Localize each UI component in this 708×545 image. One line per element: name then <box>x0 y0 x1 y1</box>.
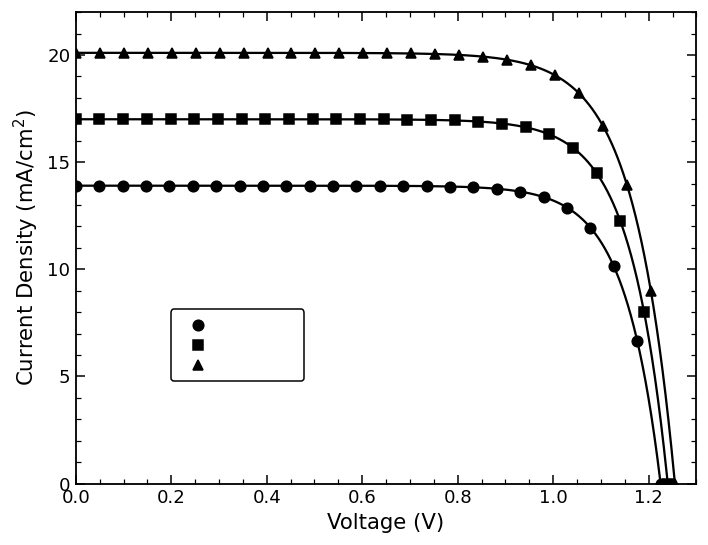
对照组 <box>282 183 290 189</box>
实施例1 <box>261 116 269 123</box>
实施例1 <box>474 118 482 125</box>
X-axis label: Voltage (V): Voltage (V) <box>327 513 445 533</box>
Line: 实施例1: 实施例1 <box>70 114 673 489</box>
实施例2 <box>215 50 224 56</box>
实施例2 <box>407 50 416 57</box>
对照组 <box>118 183 127 189</box>
对照组 <box>562 204 571 211</box>
实施例1 <box>166 116 175 123</box>
实施例2 <box>670 480 679 487</box>
对照组 <box>399 183 407 189</box>
对照组 <box>422 183 430 189</box>
对照组 <box>165 183 173 189</box>
实施例1 <box>616 218 624 225</box>
实施例1 <box>450 117 459 124</box>
对照组 <box>142 183 150 189</box>
对照组 <box>95 183 103 189</box>
对照组 <box>586 225 594 231</box>
实施例1 <box>213 116 222 123</box>
实施例1 <box>639 309 648 316</box>
实施例1 <box>379 116 387 123</box>
实施例1 <box>119 116 127 123</box>
Line: 实施例2: 实施例2 <box>70 47 680 489</box>
实施例1 <box>95 116 103 123</box>
实施例2 <box>455 52 463 58</box>
实施例1 <box>498 120 506 127</box>
实施例2 <box>598 123 607 129</box>
实施例1 <box>285 116 293 123</box>
实施例2 <box>72 50 80 56</box>
对照组 <box>539 194 547 201</box>
实施例2 <box>287 50 295 56</box>
对照组 <box>258 183 267 189</box>
实施例2 <box>479 53 487 60</box>
Y-axis label: Current Density (mA/cm$^2$): Current Density (mA/cm$^2$) <box>12 110 41 386</box>
对照组 <box>212 183 220 189</box>
对照组 <box>352 183 360 189</box>
实施例1 <box>403 116 411 123</box>
对照组 <box>305 183 314 189</box>
实施例1 <box>332 116 341 123</box>
实施例2 <box>646 288 655 295</box>
实施例1 <box>308 116 316 123</box>
对照组 <box>469 184 477 191</box>
对照组 <box>515 189 524 195</box>
对照组 <box>445 183 454 190</box>
实施例1 <box>663 480 671 487</box>
实施例2 <box>430 51 439 57</box>
实施例2 <box>167 50 176 56</box>
对照组 <box>72 183 80 189</box>
实施例1 <box>544 131 553 138</box>
实施例2 <box>503 57 511 63</box>
Legend: 对照组, 实施例1, 实施例2: 对照组, 实施例1, 实施例2 <box>171 310 304 381</box>
对照组 <box>492 185 501 192</box>
实施例1 <box>355 116 364 123</box>
实施例1 <box>592 170 600 177</box>
实施例2 <box>96 50 104 56</box>
实施例1 <box>142 116 151 123</box>
实施例2 <box>239 50 248 56</box>
对照组 <box>609 263 617 270</box>
实施例2 <box>335 50 343 56</box>
实施例1 <box>237 116 246 123</box>
实施例2 <box>120 50 128 56</box>
对照组 <box>375 183 384 189</box>
实施例2 <box>191 50 200 56</box>
实施例2 <box>263 50 272 56</box>
对照组 <box>329 183 337 189</box>
对照组 <box>188 183 197 189</box>
实施例1 <box>521 124 530 131</box>
实施例2 <box>311 50 319 56</box>
实施例1 <box>72 116 80 123</box>
实施例1 <box>569 144 577 151</box>
对照组 <box>632 337 641 344</box>
实施例1 <box>426 117 435 123</box>
实施例2 <box>527 62 535 69</box>
实施例2 <box>574 90 583 96</box>
实施例2 <box>359 50 367 56</box>
Line: 对照组: 对照组 <box>70 180 666 489</box>
对照组 <box>656 480 664 487</box>
实施例1 <box>190 116 198 123</box>
实施例2 <box>622 181 631 188</box>
对照组 <box>235 183 244 189</box>
实施例2 <box>550 72 559 78</box>
实施例2 <box>383 50 392 57</box>
实施例2 <box>143 50 152 56</box>
